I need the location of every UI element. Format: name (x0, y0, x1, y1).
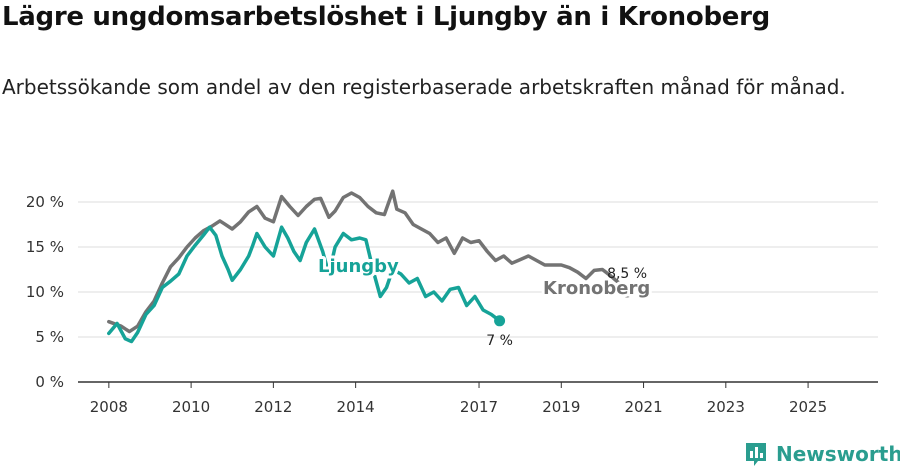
y-tick-label: 10 % (26, 283, 64, 301)
chart-subtitle: Arbetssökande som andel av den registerb… (2, 75, 846, 99)
page-title: Lägre ungdomsarbetslöshet i Ljungby än i… (2, 2, 770, 32)
series-name-label: Kronoberg (543, 278, 650, 299)
y-axis-tick-labels: 0 % 5 % 10 % 15 % 20 % (26, 193, 64, 391)
series-label-halo: Ljungby (318, 256, 399, 277)
x-tick-label: 2012 (254, 398, 292, 416)
series-label-halo: Kronoberg (543, 278, 650, 299)
x-tick-label: 2021 (624, 398, 662, 416)
gridlines (78, 201, 878, 383)
series-end-dot-kronoberg (621, 286, 633, 298)
x-tick-label: 2025 (789, 398, 827, 416)
series-line-ljungby (107, 225, 502, 344)
x-axis: 2008 2010 2012 2014 2017 2019 2021 2023 2025 (90, 382, 827, 416)
x-tick-label: 2008 (90, 398, 128, 416)
y-tick-label: 20 % (26, 193, 64, 211)
x-tick-label: 2023 (707, 398, 745, 416)
x-tick-label: 2014 (337, 398, 375, 416)
x-tick-label: 2017 (460, 398, 498, 416)
series-line-kronoberg (107, 189, 629, 334)
y-tick-label: 15 % (26, 238, 64, 256)
y-tick-label: 5 % (35, 328, 64, 346)
brand-name: Newsworthy (776, 442, 900, 466)
y-tick-label: 0 % (35, 373, 64, 391)
x-tick-label: 2019 (542, 398, 580, 416)
newsworthy-brand: Newsworthy (744, 441, 900, 467)
bar-chart-logo-icon (746, 443, 766, 466)
x-tick-label: 2010 (172, 398, 210, 416)
series-end-dot-ljungby (494, 315, 506, 327)
series-name-label: Ljungby (318, 256, 399, 277)
ljungby-end-value-label: 7 % (486, 333, 513, 349)
kronoberg-end-value-label: 8,5 % (607, 266, 647, 282)
chart-series (107, 189, 633, 344)
